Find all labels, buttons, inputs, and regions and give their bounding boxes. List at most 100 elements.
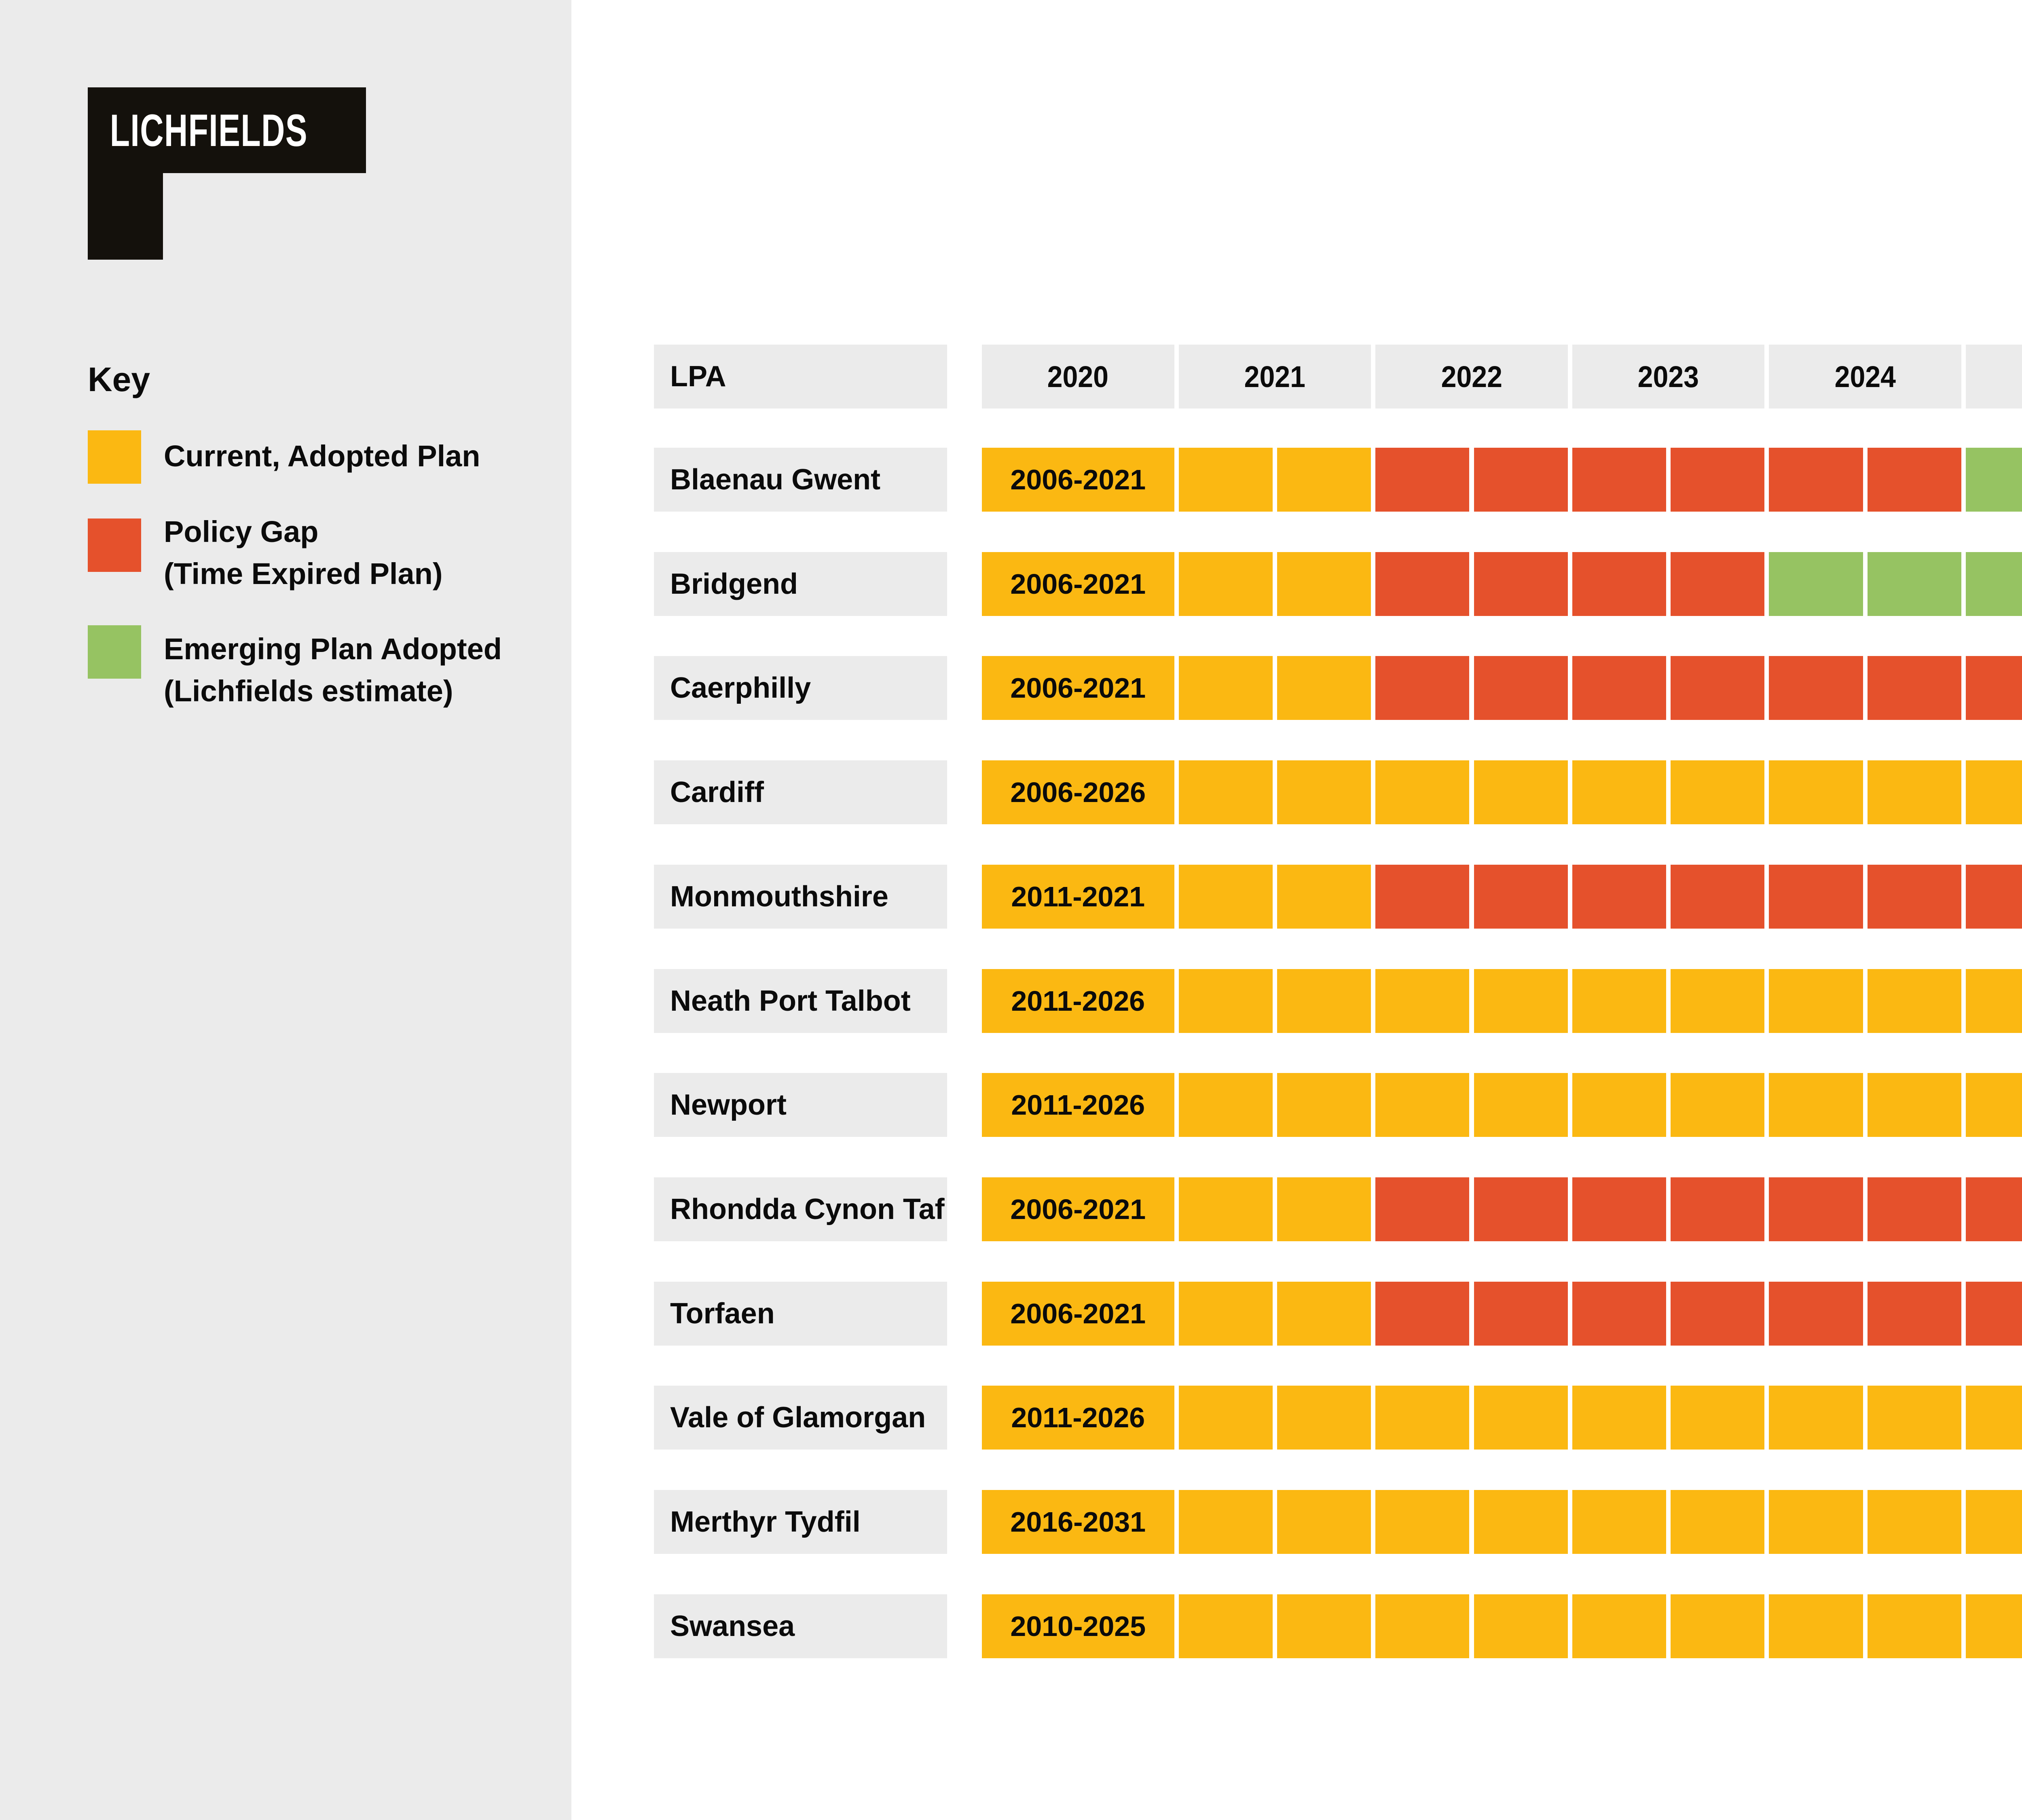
- year-header: 2022: [1375, 345, 1568, 408]
- plan-period-label: 2016-2031: [1010, 1506, 1146, 1538]
- plan-period-cell: 2011-2026: [982, 1386, 1174, 1450]
- timeline-cell: [1375, 552, 1470, 616]
- timeline-cell: [1375, 1073, 1470, 1137]
- plan-timeline-bar: 2006-2021: [982, 656, 2022, 720]
- lpa-name: Swansea: [654, 1594, 947, 1658]
- plan-timeline-bar: 2006-2021: [982, 1281, 2022, 1346]
- timeline-cell: [1277, 1594, 1371, 1658]
- year-header: 2021: [1178, 345, 1371, 408]
- timeline-cell: [1474, 1073, 1568, 1137]
- plan-period-cell: 2016-2031: [982, 1490, 1174, 1554]
- year-header: 2020: [982, 345, 1174, 408]
- plan-period-cell: 2006-2021: [982, 552, 1174, 616]
- timeline-cell: [1769, 1073, 1863, 1137]
- plan-period-cell: 2006-2021: [982, 656, 1174, 720]
- lpa-name: Newport: [654, 1073, 947, 1137]
- timeline-cell: [1178, 1490, 1273, 1554]
- legend-label-emerging: Emerging Plan Adopted (Lichfields estima…: [164, 628, 502, 712]
- timeline-cell: [1277, 1281, 1371, 1346]
- timeline-cell: [1572, 864, 1667, 929]
- timeline-cell: [1572, 1490, 1667, 1554]
- plan-period-label: 2006-2021: [1010, 1193, 1146, 1225]
- timeline-cell: [1277, 760, 1371, 825]
- timeline-cell: [1867, 1594, 1961, 1658]
- timeline-cell: [1769, 1281, 1863, 1346]
- plan-timeline-bar: 2006-2021: [982, 448, 2022, 512]
- legend-label-current: Current, Adopted Plan: [164, 435, 480, 477]
- plan-timeline-bar: 2006-2021: [982, 552, 2022, 616]
- timeline-cell: [1671, 1281, 1765, 1346]
- timeline-cell: [1572, 656, 1667, 720]
- timeline-cell: [1178, 1281, 1273, 1346]
- plan-period-label: 2006-2021: [1010, 672, 1146, 704]
- timeline-cell: [1474, 760, 1568, 825]
- plan-period-label: 2011-2026: [1011, 985, 1145, 1017]
- plan-timeline-bar: 2011-2026: [982, 1073, 2022, 1137]
- timeline-cell: [1769, 969, 1863, 1033]
- timeline-cell: [1178, 448, 1273, 512]
- timeline-cell: [1178, 969, 1273, 1033]
- timeline-cell: [1277, 1386, 1371, 1450]
- legend-label-line: (Lichfields estimate): [164, 674, 453, 708]
- plan-period-cell: 2006-2021: [982, 448, 1174, 512]
- year-header-label: 2024: [1834, 360, 1896, 394]
- timeline-cell: [1867, 969, 1961, 1033]
- plan-period-cell: 2006-2021: [982, 1281, 1174, 1346]
- lpa-name: Vale of Glamorgan: [654, 1386, 947, 1450]
- timeline-cell: [1375, 1281, 1470, 1346]
- plan-period-label: 2006-2021: [1010, 1297, 1146, 1329]
- lpa-name: Merthyr Tydfil: [654, 1490, 947, 1554]
- timeline-cell: [1375, 760, 1470, 825]
- timeline-cell: [1966, 1386, 2022, 1450]
- timeline-cell: [1671, 864, 1765, 929]
- plan-period-cell: 2011-2026: [982, 1073, 1174, 1137]
- timeline-cell: [1474, 1281, 1568, 1346]
- legend-title: Key: [88, 360, 150, 398]
- timeline-cell: [1277, 864, 1371, 929]
- year-header-label: 2021: [1244, 360, 1306, 394]
- plan-period-label: 2006-2021: [1010, 464, 1146, 495]
- timeline-cell: [1671, 1594, 1765, 1658]
- timeline-cell: [1671, 1490, 1765, 1554]
- plan-period-label: 2011-2026: [1011, 1402, 1145, 1434]
- timeline-cell: [1375, 1490, 1470, 1554]
- plan-period-label: 2011-2021: [1011, 880, 1145, 912]
- legend-label-policy-gap: Policy Gap (Time Expired Plan): [164, 511, 443, 595]
- timeline-cell: [1375, 656, 1470, 720]
- timeline-cell: [1966, 656, 2022, 720]
- legend-label-line: Emerging Plan Adopted: [164, 632, 502, 666]
- timeline-cell: [1375, 1594, 1470, 1658]
- plan-period-cell: 2010-2025: [982, 1594, 1174, 1658]
- plan-timeline-bar: 2006-2026: [982, 760, 2022, 825]
- timeline-cell: [1867, 1386, 1961, 1450]
- year-header-label: 2022: [1441, 360, 1502, 394]
- timeline-cell: [1178, 656, 1273, 720]
- timeline-cell: [1769, 864, 1863, 929]
- timeline-cell: [1572, 1386, 1667, 1450]
- timeline-cell: [1867, 552, 1961, 616]
- plan-timeline-bar: 2011-2026: [982, 1386, 2022, 1450]
- lpa-name: Bridgend: [654, 552, 947, 616]
- lichfields-logo: LICHFIELDS: [88, 87, 366, 173]
- legend-label-line: (Time Expired Plan): [164, 557, 443, 590]
- year-header: 2025: [1966, 345, 2022, 408]
- timeline-cell: [1671, 760, 1765, 825]
- timeline-cell: [1572, 552, 1667, 616]
- timeline-cell: [1474, 448, 1568, 512]
- timeline-cell: [1671, 448, 1765, 512]
- legend-swatch-current: [88, 430, 141, 484]
- timeline-cell: [1966, 1490, 2022, 1554]
- lpa-name: Blaenau Gwent: [654, 448, 947, 512]
- timeline-cell: [1966, 1281, 2022, 1346]
- timeline-cell: [1867, 1490, 1961, 1554]
- plan-period-label: 2006-2026: [1010, 777, 1146, 808]
- timeline-cell: [1178, 864, 1273, 929]
- timeline-cell: [1671, 1073, 1765, 1137]
- timeline-cell: [1178, 760, 1273, 825]
- timeline-cell: [1277, 552, 1371, 616]
- lpa-name: Neath Port Talbot: [654, 969, 947, 1033]
- lpa-name: Rhondda Cynon Taf: [654, 1177, 947, 1241]
- lpa-name: Cardiff: [654, 760, 947, 825]
- legend-swatch-emerging: [88, 625, 141, 679]
- legend-label-line: Current, Adopted Plan: [164, 439, 480, 473]
